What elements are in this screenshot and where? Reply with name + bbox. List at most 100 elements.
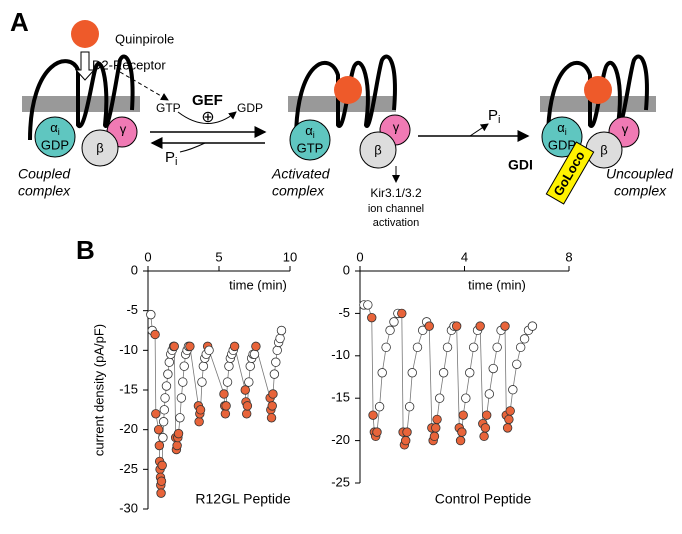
y-tick-label: -10 [119, 342, 138, 357]
point [268, 389, 278, 399]
effect: Kir3.1/3.2 [370, 186, 422, 200]
beta: β [374, 142, 381, 157]
point [451, 321, 462, 331]
beta: β [96, 140, 103, 155]
gamma: γ [622, 121, 629, 136]
point [527, 321, 538, 331]
point [249, 349, 260, 360]
complex-label: Uncoupled [606, 166, 674, 182]
gtp: GTP [156, 101, 181, 115]
point [267, 401, 277, 411]
alpha-sub: i [58, 127, 60, 137]
point [241, 409, 252, 419]
y-tick-label: -20 [119, 421, 138, 436]
pi: Pi [488, 107, 500, 126]
point [515, 342, 526, 353]
point [484, 389, 495, 399]
pi: Pi [165, 149, 177, 168]
point [176, 393, 187, 403]
point [412, 342, 423, 353]
point [480, 423, 491, 433]
nucleotide: GDP [548, 137, 576, 152]
point [482, 410, 492, 420]
point [389, 317, 399, 327]
point [275, 333, 285, 344]
point [240, 385, 250, 395]
alpha: αi [50, 120, 60, 137]
panel-label: B [76, 235, 95, 265]
point [461, 393, 471, 403]
point [385, 325, 395, 336]
point [492, 342, 502, 353]
point [372, 427, 382, 437]
point [479, 431, 489, 442]
gef: GEF [192, 92, 223, 109]
alpha: α [50, 120, 58, 135]
pi: P [488, 107, 498, 124]
gamma: γ [393, 119, 400, 134]
alpha: α [305, 123, 313, 138]
x-tick-label: 5 [215, 249, 222, 264]
point [204, 345, 214, 356]
x-axis-label: time (min) [468, 277, 526, 292]
point [159, 405, 170, 415]
point [244, 377, 254, 387]
ligand-label: Quinpirole [115, 31, 174, 46]
x-tick-label: 8 [565, 249, 572, 264]
point [175, 413, 185, 423]
point [519, 334, 530, 344]
point [377, 368, 387, 378]
point [475, 321, 485, 331]
point [424, 321, 434, 331]
point [158, 417, 169, 427]
point [504, 414, 514, 425]
caption: Control Peptide [435, 491, 532, 507]
x-tick-label: 0 [356, 249, 363, 264]
point [169, 341, 179, 352]
point [508, 385, 518, 395]
pi-sub: i [498, 114, 500, 126]
point [432, 414, 442, 425]
point [164, 357, 175, 367]
point [156, 488, 166, 498]
y-tick-label: 0 [131, 262, 138, 277]
pi: P [165, 149, 175, 166]
point [438, 368, 449, 378]
point [146, 309, 156, 320]
y-axis-label: current density (pA/pF) [91, 324, 106, 456]
y-tick-label: -15 [119, 381, 138, 396]
plus: ⊕ [201, 109, 214, 126]
point [363, 300, 373, 310]
point [269, 369, 280, 379]
effect: activation [373, 217, 419, 229]
x-tick-label: 0 [144, 249, 151, 264]
panel-label: A [10, 7, 29, 37]
point [442, 342, 453, 353]
gdp: GDP [237, 101, 263, 115]
point [153, 424, 164, 435]
point [157, 460, 167, 471]
point [185, 341, 195, 352]
point [156, 476, 167, 486]
complex-label: complex [614, 183, 667, 199]
point [500, 321, 510, 331]
point [158, 432, 168, 443]
point [465, 368, 475, 378]
point [457, 427, 467, 437]
point [404, 401, 415, 412]
complex-label: complex [18, 183, 71, 199]
point [276, 325, 287, 336]
point [245, 361, 255, 371]
x-axis-label: time (min) [229, 277, 287, 292]
point [161, 381, 172, 391]
y-tick-label: -5 [126, 302, 138, 317]
point [505, 406, 515, 416]
point [242, 401, 253, 411]
point [455, 435, 466, 446]
complex-label: complex [272, 183, 325, 199]
effect: ion channel [368, 203, 424, 215]
uncoupled-complex [540, 54, 656, 205]
point [368, 410, 378, 420]
complex-label: Coupled [18, 166, 71, 182]
